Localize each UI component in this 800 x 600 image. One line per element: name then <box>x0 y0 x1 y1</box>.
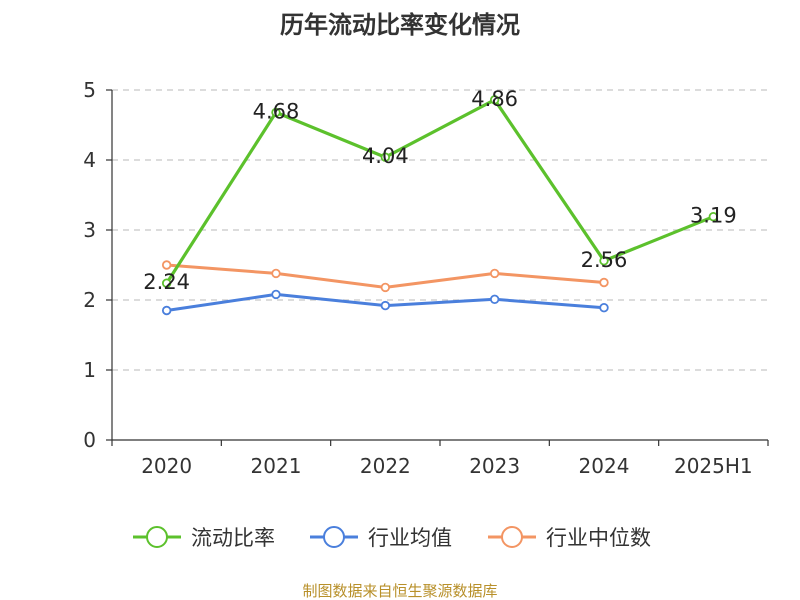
legend-label: 行业均值 <box>368 526 452 550</box>
data-point[interactable] <box>489 294 500 304</box>
legend-label: 流动比率 <box>191 526 275 550</box>
y-tick-label: 2 <box>83 288 96 312</box>
data-point[interactable] <box>599 256 609 266</box>
y-tick-label: 4 <box>83 148 96 172</box>
x-axis-ticks: 2020 2021 2022 2023 2024 2025H1 <box>111 440 769 478</box>
series-2 <box>161 289 609 316</box>
series-group <box>161 95 719 316</box>
legend-marker <box>146 526 168 548</box>
legend-label: 行业中位数 <box>546 526 651 550</box>
x-tick-label: 2024 <box>579 454 630 478</box>
data-label: 2.56 <box>581 248 628 272</box>
data-point[interactable] <box>599 277 609 288</box>
data-label: 4.68 <box>253 99 300 123</box>
data-labels: 2.24 4.68 4.04 4.86 2.56 3.19 <box>143 87 736 294</box>
y-tick-label: 3 <box>83 218 96 242</box>
series-1 <box>161 95 719 288</box>
data-point[interactable] <box>271 268 281 279</box>
data-point[interactable] <box>489 95 500 105</box>
legend-marker <box>501 526 523 548</box>
x-tick-label: 2020 <box>141 454 192 478</box>
x-tick-label: 2022 <box>360 454 411 478</box>
y-axis-ticks: 0 1 2 3 4 5 <box>83 78 112 452</box>
data-point[interactable] <box>271 107 281 118</box>
legend-item[interactable]: 流动比率 <box>133 526 275 550</box>
data-point[interactable] <box>271 289 281 300</box>
series-line <box>165 98 714 285</box>
grid-lines <box>112 89 768 371</box>
data-point[interactable] <box>161 305 172 316</box>
x-tick-label: 2023 <box>469 454 520 478</box>
x-tick-label: 2025H1 <box>674 454 753 478</box>
data-point[interactable] <box>380 282 391 293</box>
data-point[interactable] <box>161 278 172 288</box>
data-point[interactable] <box>599 303 609 313</box>
data-point[interactable] <box>161 260 172 270</box>
axes <box>111 90 768 441</box>
legend-marker <box>323 526 345 548</box>
data-label: 2.24 <box>143 270 190 294</box>
series-3 <box>161 260 609 293</box>
x-tick-label: 2021 <box>251 454 302 478</box>
chart-title: 历年流动比率变化情况 <box>280 11 520 39</box>
legend-item[interactable]: 行业均值 <box>310 526 452 550</box>
legend-item[interactable]: 行业中位数 <box>488 526 651 550</box>
data-point[interactable] <box>380 300 391 311</box>
data-label: 3.19 <box>690 204 737 228</box>
data-label: 4.86 <box>471 87 518 111</box>
data-label: 4.04 <box>362 144 409 168</box>
data-point[interactable] <box>708 211 719 222</box>
source-note: 制图数据来自恒生聚源数据库 <box>302 582 497 600</box>
data-point[interactable] <box>380 152 391 162</box>
data-point[interactable] <box>489 268 500 279</box>
y-tick-label: 1 <box>83 358 96 382</box>
y-tick-label: 0 <box>83 428 96 452</box>
legend[interactable]: 流动比率 行业均值 行业中位数 <box>133 526 651 550</box>
y-tick-label: 5 <box>83 78 96 102</box>
